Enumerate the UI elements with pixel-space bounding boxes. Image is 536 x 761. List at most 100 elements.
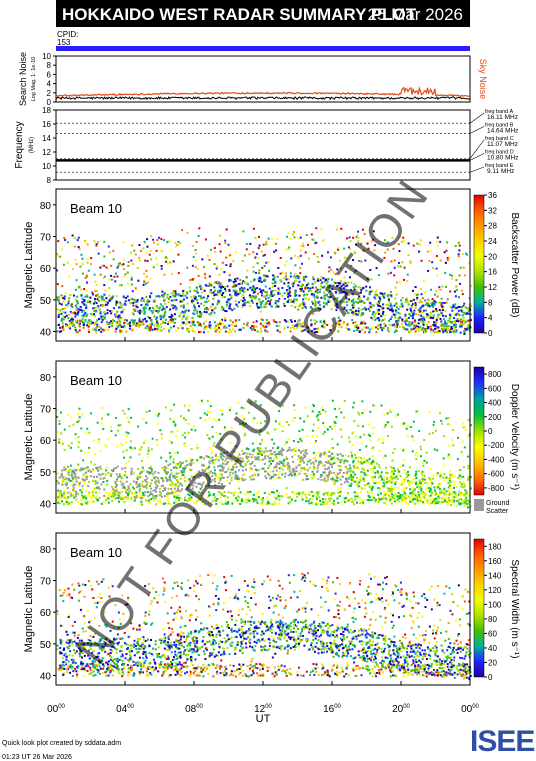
scatter-cell	[321, 286, 324, 289]
scatter-cell	[416, 298, 419, 301]
scatter-cell	[414, 302, 417, 304]
scatter-cell	[417, 322, 420, 325]
scatter-cell	[254, 456, 257, 459]
scatter-cell	[374, 293, 377, 296]
scatter-cell	[294, 320, 296, 323]
scatter-cell	[66, 487, 69, 489]
scatter-cell	[452, 428, 455, 431]
scatter-cell	[410, 305, 413, 308]
scatter-cell	[277, 502, 280, 505]
scatter-cell	[447, 489, 450, 492]
scatter-cell	[371, 289, 374, 292]
scatter-cell	[377, 464, 380, 467]
scatter-cell	[230, 479, 233, 482]
scatter-cell	[73, 311, 76, 314]
scatter-cell	[386, 294, 389, 297]
scatter-cell	[103, 316, 106, 319]
scatter-cell	[139, 491, 142, 494]
scatter-cell	[349, 497, 352, 500]
scatter-cell	[413, 488, 416, 491]
scatter-cell	[174, 241, 177, 244]
scatter-cell	[323, 431, 326, 433]
scatter-cell	[286, 291, 289, 293]
scatter-cell	[387, 272, 390, 275]
scatter-cell	[99, 474, 102, 477]
scatter-cell	[446, 455, 449, 458]
scatter-cell	[406, 308, 409, 311]
scatter-cell	[304, 451, 307, 454]
scatter-cell	[317, 301, 320, 304]
scatter-cell	[409, 260, 412, 263]
scatter-cell	[94, 483, 97, 485]
scatter-cell	[186, 318, 189, 321]
scatter-cell	[381, 485, 384, 487]
scatter-cell	[402, 482, 405, 485]
scatter-cell	[71, 320, 74, 323]
scatter-cell	[174, 291, 176, 294]
scatter-cell	[260, 497, 263, 500]
scatter-cell	[439, 301, 442, 304]
scatter-cell	[184, 311, 186, 314]
scatter-cell	[336, 268, 339, 271]
scatter-cell	[229, 265, 232, 268]
scatter-cell	[246, 461, 249, 463]
scatter-cell	[56, 254, 59, 257]
scatter-cell	[359, 475, 362, 478]
scatter-cell	[242, 296, 245, 299]
scatter-cell	[184, 436, 187, 439]
scatter-cell	[389, 488, 392, 490]
scatter-cell	[461, 440, 464, 443]
scatter-cell	[76, 314, 79, 316]
scatter-cell	[322, 503, 325, 506]
scatter-cell	[297, 308, 300, 311]
scatter-cell	[406, 328, 409, 331]
scatter-cell	[207, 437, 210, 440]
scatter-cell	[317, 463, 320, 466]
scatter-cell	[307, 286, 309, 289]
scatter-cell	[254, 297, 257, 300]
scatter-cell	[239, 459, 242, 462]
scatter-cell	[462, 323, 464, 326]
scatter-cell	[429, 250, 432, 253]
scatter-cell	[176, 479, 178, 482]
scatter-cell	[265, 298, 268, 301]
scatter-cell	[312, 423, 315, 426]
scatter-cell	[368, 461, 371, 464]
scatter-cell	[333, 302, 336, 305]
scatter-cell	[60, 312, 63, 315]
scatter-cell	[287, 496, 290, 499]
scatter-cell	[278, 460, 281, 463]
scatter-cell	[277, 305, 280, 308]
scatter-cell	[219, 464, 222, 467]
scatter-cell	[408, 316, 410, 319]
scatter-cell	[366, 277, 369, 280]
scatter-cell	[178, 494, 181, 497]
scatter-cell	[217, 459, 220, 462]
scatter-cell	[124, 467, 127, 469]
scatter-cell	[392, 473, 395, 475]
scatter-cell	[219, 491, 222, 494]
scatter-cell	[226, 305, 229, 308]
scatter-cell	[136, 324, 139, 326]
scatter-cell	[287, 466, 290, 469]
scatter-cell	[276, 329, 279, 332]
scatter-cell	[220, 322, 223, 325]
scatter-cell	[441, 285, 444, 288]
scatter-cell	[358, 496, 361, 499]
scatter-cell	[107, 245, 110, 248]
scatter-cell	[179, 462, 182, 465]
scatter-cell	[288, 438, 290, 441]
scatter-cell	[173, 403, 176, 406]
scatter-cell	[444, 261, 447, 264]
scatter-cell	[434, 327, 436, 330]
scatter-cell	[322, 493, 325, 496]
scatter-cell	[153, 241, 155, 244]
scatter-cell	[130, 297, 133, 300]
scatter-cell	[176, 244, 179, 246]
scatter-cell	[422, 316, 425, 319]
scatter-cell	[120, 305, 123, 307]
scatter-cell	[323, 291, 326, 294]
scatter-cell	[304, 303, 307, 306]
scatter-cell	[466, 308, 469, 310]
scatter-cell	[262, 243, 265, 246]
